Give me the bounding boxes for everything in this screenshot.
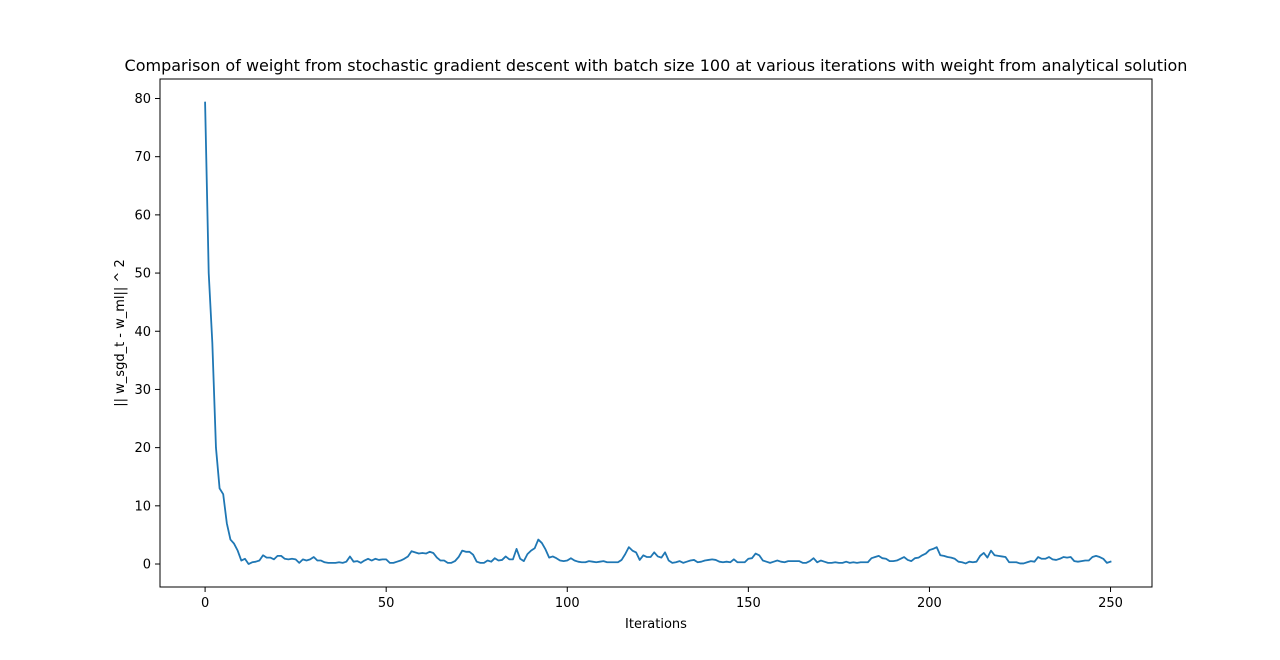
x-axis: 0 50 100 150 200 250	[201, 587, 1123, 611]
y-tick-label: 50	[134, 267, 151, 282]
y-tick-label: 70	[134, 150, 151, 165]
y-tick-label: 10	[134, 499, 151, 514]
x-axis-label: Iterations	[625, 617, 687, 632]
y-axis-label: || w_sgd_t - w_ml|| ^ 2	[113, 259, 128, 406]
x-tick-label: 100	[555, 596, 580, 611]
y-tick-label: 40	[134, 325, 151, 340]
x-tick-label: 150	[736, 596, 761, 611]
plot-frame	[159, 78, 1153, 588]
x-tick-label: 0	[201, 596, 209, 611]
x-tick-label: 50	[378, 596, 395, 611]
y-tick-label: 80	[134, 92, 151, 107]
chart-title: Comparison of weight from stochastic gra…	[125, 56, 1188, 75]
plot-area	[160, 79, 1152, 587]
series-line	[204, 101, 1112, 565]
y-tick-label: 30	[134, 383, 151, 398]
y-axis: 0 10 20 30 40 50 60 70 80	[134, 92, 160, 573]
x-tick-label: 200	[917, 596, 942, 611]
x-tick-label: 250	[1098, 596, 1123, 611]
y-tick-label: 60	[134, 208, 151, 223]
y-tick-label: 0	[143, 558, 151, 573]
y-tick-label: 20	[134, 441, 151, 456]
